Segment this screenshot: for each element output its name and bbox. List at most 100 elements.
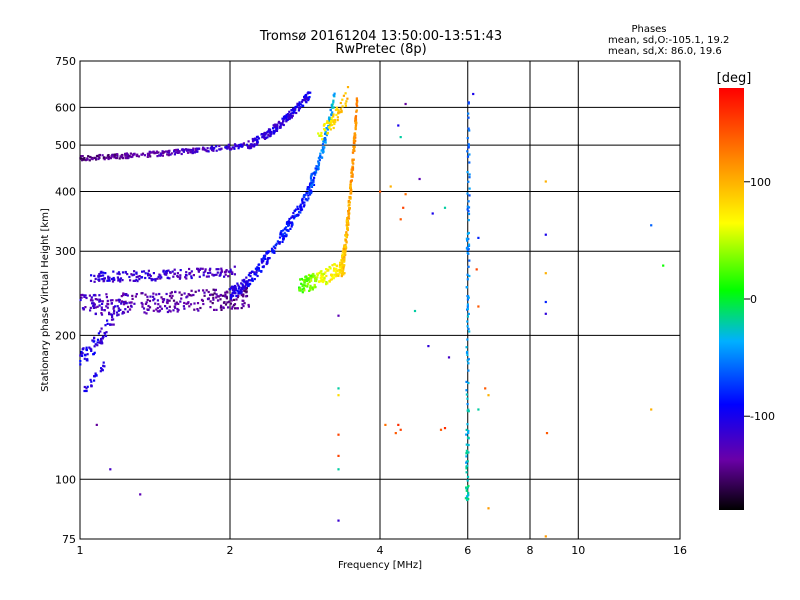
data-point [114, 305, 117, 308]
data-point [319, 154, 322, 157]
data-point [293, 209, 297, 212]
data-point [120, 295, 123, 298]
data-point [232, 291, 235, 294]
data-point [100, 312, 103, 315]
data-point [465, 380, 468, 383]
data-point [336, 119, 339, 122]
data-point [165, 273, 168, 276]
data-point [232, 294, 235, 297]
data-point [126, 273, 129, 276]
data-point [99, 370, 102, 373]
data-point [162, 270, 165, 273]
data-point [174, 290, 177, 293]
data-point [99, 339, 102, 342]
data-point [316, 276, 319, 279]
data-point [180, 152, 183, 156]
data-point [227, 275, 230, 278]
data-point [119, 280, 122, 283]
data-point [240, 287, 243, 290]
data-point [292, 212, 295, 215]
data-point [468, 173, 471, 176]
data-point [326, 120, 329, 123]
data-point [443, 427, 447, 430]
data-point [219, 271, 222, 274]
colorbar [719, 88, 744, 510]
data-point [447, 356, 451, 359]
data-point [80, 294, 83, 297]
data-point [156, 310, 159, 313]
data-point [159, 153, 163, 156]
data-point [102, 361, 105, 364]
data-point [323, 146, 326, 149]
data-point [251, 277, 254, 280]
data-point [129, 152, 132, 155]
data-point [98, 278, 101, 281]
x-tick-label: 10 [571, 544, 585, 557]
data-point [85, 348, 88, 352]
data-point [303, 201, 306, 204]
data-point [217, 299, 220, 302]
data-point [477, 236, 480, 239]
data-point [229, 268, 232, 271]
data-point [303, 281, 306, 284]
data-point [467, 180, 470, 183]
data-point [93, 345, 96, 348]
data-point [467, 210, 470, 213]
data-point [332, 113, 335, 116]
data-point [276, 126, 279, 129]
data-point [176, 272, 179, 275]
data-point [82, 308, 85, 311]
colorbar-tick-label: 100 [750, 176, 771, 189]
data-point [338, 266, 341, 269]
data-point [466, 409, 469, 412]
data-point [103, 309, 106, 312]
data-point [287, 117, 291, 120]
data-point [354, 115, 358, 118]
data-point [189, 151, 192, 154]
data-point [466, 307, 469, 310]
data-point [182, 150, 185, 153]
data-point [317, 160, 320, 163]
data-point [343, 258, 346, 261]
data-point [467, 431, 470, 434]
data-point [129, 279, 132, 282]
data-point [332, 126, 335, 130]
data-point [466, 155, 470, 158]
data-point [487, 507, 490, 510]
data-point [467, 243, 471, 246]
data-point [335, 113, 338, 116]
data-point [208, 269, 211, 272]
data-point [278, 236, 282, 239]
data-point [306, 92, 309, 95]
data-point [172, 299, 176, 302]
data-point [379, 190, 382, 193]
data-point [140, 301, 143, 305]
data-point [183, 307, 186, 310]
data-point [181, 148, 184, 151]
data-point [220, 308, 223, 311]
data-point [139, 493, 142, 496]
data-point [168, 295, 172, 298]
data-point [306, 199, 309, 202]
data-point [308, 289, 311, 292]
data-point [333, 118, 337, 122]
data-point [345, 224, 348, 227]
data-point [165, 307, 169, 310]
data-point [150, 277, 153, 281]
data-point [174, 306, 177, 309]
data-point [290, 221, 293, 224]
data-point [83, 385, 86, 389]
data-point [343, 246, 346, 249]
data-point [466, 192, 469, 195]
data-point [121, 279, 124, 282]
data-point [91, 158, 94, 161]
data-point [356, 101, 359, 104]
data-point [148, 276, 151, 280]
data-point [188, 149, 191, 152]
data-point [283, 232, 286, 235]
data-point [465, 443, 468, 446]
data-point [96, 344, 99, 347]
data-point [265, 262, 268, 266]
data-point [210, 149, 214, 152]
data-point [148, 153, 151, 156]
